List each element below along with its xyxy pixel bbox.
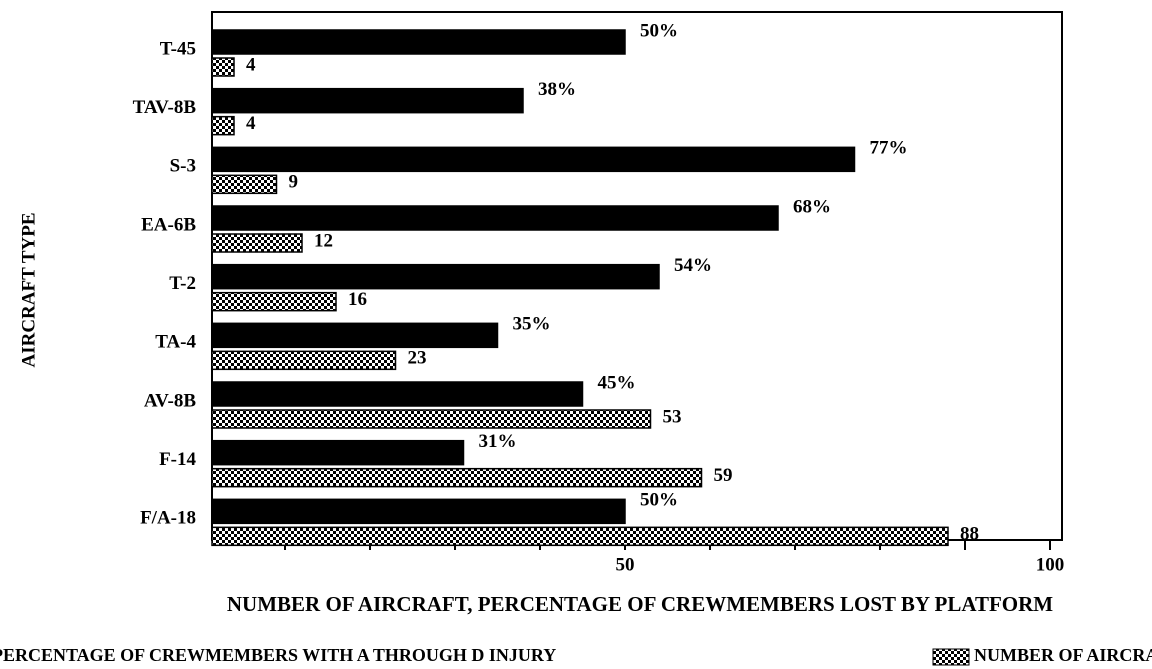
bar	[211, 263, 660, 290]
legend-label: NUMBER OF AIRCRAFT LOST	[974, 645, 1152, 665]
bar	[211, 409, 652, 429]
data-label: 53	[663, 406, 682, 427]
bar	[211, 498, 626, 525]
bar	[211, 291, 337, 312]
data-label: 54%	[674, 255, 712, 276]
bar	[211, 29, 626, 55]
bar	[211, 381, 584, 407]
data-label: 23	[408, 348, 427, 369]
data-label: 59	[714, 465, 733, 486]
bar	[211, 205, 779, 231]
bar	[211, 115, 235, 136]
data-label: 50%	[640, 490, 678, 511]
data-label: 9	[289, 172, 299, 193]
data-label: 68%	[793, 196, 831, 217]
bar	[211, 233, 303, 253]
y-tick-label: T-2	[169, 273, 196, 294]
x-tick-label: 50	[616, 554, 635, 575]
bar	[211, 87, 524, 114]
y-axis-label: AIRCRAFT TYPE	[18, 212, 39, 367]
data-label: 50%	[640, 20, 678, 41]
chart-title: NUMBER OF AIRCRAFT, PERCENTAGE OF CREWME…	[227, 592, 1053, 616]
y-tick-label: TA-4	[155, 332, 196, 353]
x-tick-label: 100	[1036, 554, 1065, 575]
data-label: 12	[314, 230, 333, 251]
data-label: 31%	[479, 431, 517, 452]
bar	[211, 526, 949, 547]
data-label: 45%	[598, 372, 636, 393]
bar	[211, 467, 703, 488]
data-label: 16	[348, 289, 367, 310]
data-label: 4	[246, 54, 256, 75]
data-label: 88	[960, 524, 979, 545]
legend-label: PERCENTAGE OF CREWMEMBERS WITH A THROUGH…	[0, 645, 556, 665]
y-tick-label: S-3	[170, 156, 196, 177]
y-tick-label: T-45	[160, 38, 196, 59]
y-tick-label: AV-8B	[144, 390, 196, 411]
bar	[211, 322, 499, 349]
data-label: 35%	[513, 314, 551, 335]
bar	[211, 174, 278, 195]
y-tick-label: EA-6B	[141, 214, 196, 235]
bar	[211, 439, 465, 466]
bar	[211, 350, 397, 371]
y-tick-label: TAV-8B	[133, 97, 197, 118]
data-label: 77%	[870, 138, 908, 159]
bar	[211, 57, 235, 77]
data-label: 38%	[538, 79, 576, 100]
bar	[211, 146, 856, 173]
legend-swatch	[932, 648, 970, 666]
y-tick-label: F-14	[159, 449, 196, 470]
data-label: 4	[246, 113, 256, 134]
y-tick-label: F/A-18	[140, 508, 196, 529]
